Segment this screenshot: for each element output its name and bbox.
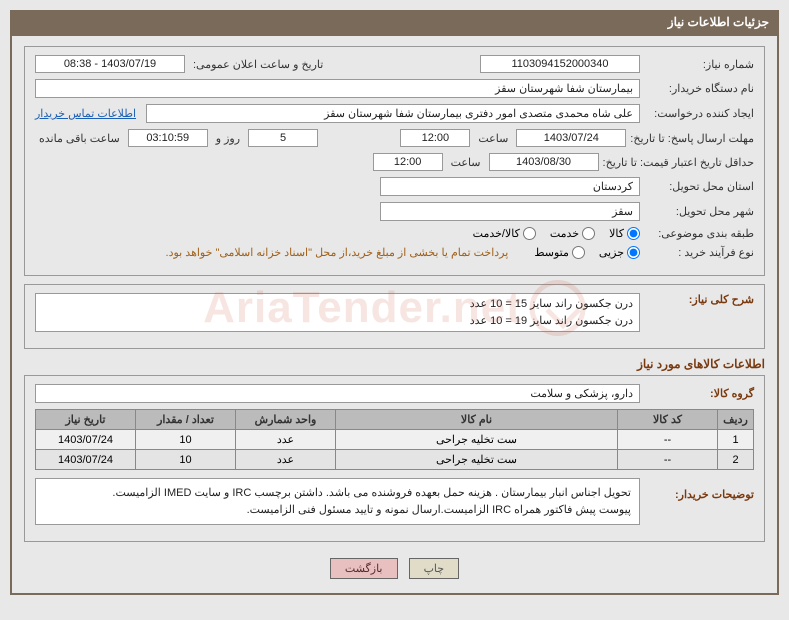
radio-goods-service-input[interactable] <box>523 227 536 240</box>
announce-label: تاریخ و ساعت اعلان عمومی: <box>193 58 323 71</box>
details-fieldset: شماره نیاز: 1103094152000340 تاریخ و ساع… <box>24 46 765 276</box>
summary-box: درن جکسون راند سایز 15 = 10 عدد درن جکسو… <box>35 293 640 332</box>
page-header: جزئیات اطلاعات نیاز <box>10 10 779 34</box>
table-cell-qty: 10 <box>136 430 236 450</box>
buyer-notes-line1: تحویل اجناس انبار بیمارستان . هزینه حمل … <box>44 485 631 502</box>
table-cell-row: 2 <box>718 450 754 470</box>
remaining-label: ساعت باقی مانده <box>39 132 120 145</box>
countdown: 03:10:59 <box>128 129 208 147</box>
table-cell-code: -- <box>618 430 718 450</box>
table-row: 2--ست تخلیه جراحیعدد101403/07/24 <box>36 450 754 470</box>
hour-label-1: ساعت <box>478 132 508 145</box>
days-remaining: 5 <box>248 129 318 147</box>
process-radio-group: جزیی متوسط <box>534 246 640 259</box>
table-cell-name: ست تخلیه جراحی <box>336 430 618 450</box>
th-row: ردیف <box>718 410 754 430</box>
deadline-time: 12:00 <box>400 129 470 147</box>
announce-value: 1403/07/19 - 08:38 <box>35 55 185 73</box>
th-name: نام کالا <box>336 410 618 430</box>
goods-group-value: دارو، پزشکی و سلامت <box>35 384 640 403</box>
category-radio-group: کالا خدمت کالا/خدمت <box>473 227 640 240</box>
table-cell-qty: 10 <box>136 450 236 470</box>
radio-service[interactable]: خدمت <box>550 227 595 240</box>
radio-medium[interactable]: متوسط <box>534 246 585 259</box>
requester-value: علی شاه محمدی متصدی امور دفتری بیمارستان… <box>146 104 640 123</box>
items-section-title: اطلاعات کالاهای مورد نیاز <box>24 357 765 371</box>
days-and-label: روز و <box>216 132 240 145</box>
need-number-value: 1103094152000340 <box>480 55 640 73</box>
radio-service-label: خدمت <box>550 227 579 240</box>
th-qty: تعداد / مقدار <box>136 410 236 430</box>
validity-label: حداقل تاریخ اعتبار قیمت: تا تاریخ: <box>603 156 754 169</box>
radio-medium-input[interactable] <box>572 246 585 259</box>
summary-line2: درن جکسون راند سایز 19 = 10 عدد <box>42 313 633 330</box>
buyer-notes-line2: پیوست پیش فاکتور همراه IRC الزامیست.ارسا… <box>44 502 631 519</box>
validity-date: 1403/08/30 <box>489 153 599 171</box>
table-cell-unit: عدد <box>236 430 336 450</box>
back-button[interactable]: بازگشت <box>330 558 398 579</box>
need-number-label: شماره نیاز: <box>644 58 754 71</box>
buyer-notes-box: تحویل اجناس انبار بیمارستان . هزینه حمل … <box>35 478 640 525</box>
th-code: کد کالا <box>618 410 718 430</box>
deadline-label: مهلت ارسال پاسخ: تا تاریخ: <box>630 132 754 145</box>
hour-label-2: ساعت <box>451 156 481 169</box>
category-label: طبقه بندی موضوعی: <box>644 227 754 240</box>
button-row: چاپ بازگشت <box>24 550 765 583</box>
process-label: نوع فرآیند خرید : <box>644 246 754 259</box>
summary-label: شرح کلی نیاز: <box>644 293 754 306</box>
validity-time: 12:00 <box>373 153 443 171</box>
city-value: سقز <box>380 202 640 221</box>
table-cell-row: 1 <box>718 430 754 450</box>
buyer-org-label: نام دستگاه خریدار: <box>644 82 754 95</box>
province-value: کردستان <box>380 177 640 196</box>
th-unit: واحد شمارش <box>236 410 336 430</box>
radio-goods-service[interactable]: کالا/خدمت <box>473 227 536 240</box>
radio-goods-service-label: کالا/خدمت <box>473 227 520 240</box>
th-date: تاریخ نیاز <box>36 410 136 430</box>
buyer-contact-link[interactable]: اطلاعات تماس خریدار <box>35 107 136 120</box>
summary-line1: درن جکسون راند سایز 15 = 10 عدد <box>42 296 633 313</box>
deadline-date: 1403/07/24 <box>516 129 626 147</box>
radio-partial[interactable]: جزیی <box>599 246 640 259</box>
requester-label: ایجاد کننده درخواست: <box>644 107 754 120</box>
radio-partial-label: جزیی <box>599 246 624 259</box>
radio-goods[interactable]: کالا <box>609 227 640 240</box>
goods-group-label: گروه کالا: <box>644 387 754 400</box>
table-cell-unit: عدد <box>236 450 336 470</box>
buyer-notes-label: توضیحات خریدار: <box>644 478 754 501</box>
items-table: ردیف کد کالا نام کالا واحد شمارش تعداد /… <box>35 409 754 470</box>
summary-fieldset: شرح کلی نیاز: درن جکسون راند سایز 15 = 1… <box>24 284 765 349</box>
table-cell-name: ست تخلیه جراحی <box>336 450 618 470</box>
buyer-org-value: بیمارستان شفا شهرستان سقز <box>35 79 640 98</box>
table-cell-date: 1403/07/24 <box>36 450 136 470</box>
table-cell-date: 1403/07/24 <box>36 430 136 450</box>
radio-medium-label: متوسط <box>534 246 569 259</box>
main-panel: شماره نیاز: 1103094152000340 تاریخ و ساع… <box>10 34 779 595</box>
payment-note: پرداخت تمام یا بخشی از مبلغ خرید،از محل … <box>166 246 509 259</box>
radio-partial-input[interactable] <box>627 246 640 259</box>
items-fieldset: گروه کالا: دارو، پزشکی و سلامت ردیف کد ک… <box>24 375 765 542</box>
radio-goods-label: کالا <box>609 227 624 240</box>
page-title: جزئیات اطلاعات نیاز <box>668 15 769 29</box>
city-label: شهر محل تحویل: <box>644 205 754 218</box>
table-cell-code: -- <box>618 450 718 470</box>
province-label: استان محل تحویل: <box>644 180 754 193</box>
print-button[interactable]: چاپ <box>409 558 460 579</box>
radio-service-input[interactable] <box>582 227 595 240</box>
radio-goods-input[interactable] <box>627 227 640 240</box>
table-row: 1--ست تخلیه جراحیعدد101403/07/24 <box>36 430 754 450</box>
